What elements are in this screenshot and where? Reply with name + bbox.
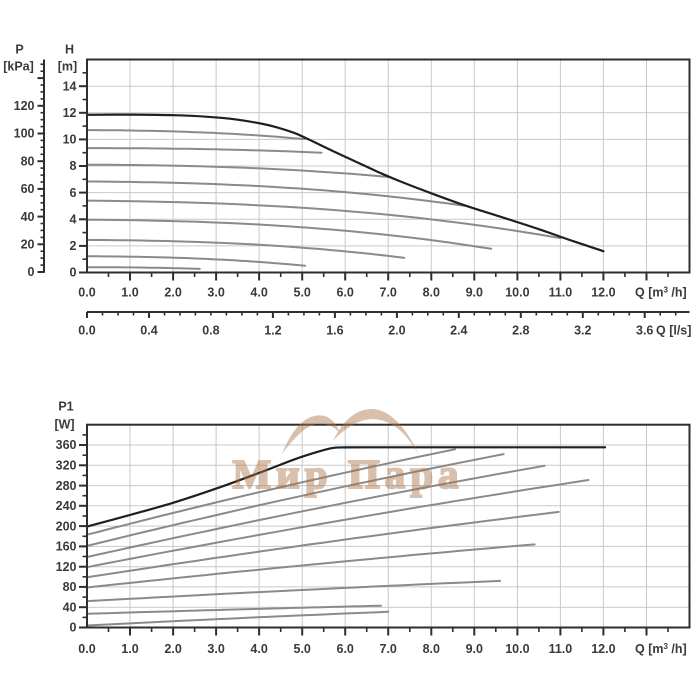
svg-text:1.0: 1.0 (121, 286, 138, 300)
svg-text:H: H (65, 43, 74, 57)
svg-text:1.6: 1.6 (326, 324, 343, 338)
svg-text:2.0: 2.0 (164, 642, 181, 656)
svg-text:14: 14 (63, 79, 77, 93)
svg-text:10: 10 (63, 133, 77, 147)
svg-text:1.2: 1.2 (264, 324, 281, 338)
svg-text:0: 0 (70, 621, 77, 635)
svg-text:20: 20 (21, 238, 35, 252)
svg-text:8.0: 8.0 (423, 642, 440, 656)
svg-text:12: 12 (63, 106, 77, 120)
svg-text:P: P (15, 43, 23, 57)
svg-text:80: 80 (63, 580, 77, 594)
svg-text:100: 100 (14, 127, 35, 141)
svg-text:3.0: 3.0 (207, 642, 224, 656)
svg-text:120: 120 (14, 99, 35, 113)
svg-text:0: 0 (28, 265, 35, 279)
svg-text:3.2: 3.2 (574, 324, 591, 338)
svg-text:4.0: 4.0 (250, 642, 267, 656)
svg-text:2.4: 2.4 (450, 324, 467, 338)
svg-text:6: 6 (70, 186, 77, 200)
svg-text:6.0: 6.0 (337, 286, 354, 300)
svg-text:2.0: 2.0 (388, 324, 405, 338)
svg-text:120: 120 (56, 560, 77, 574)
svg-text:Q [m3 /h]: Q [m3 /h] (635, 642, 687, 656)
svg-text:360: 360 (56, 438, 77, 452)
svg-text:Q [l/s]: Q [l/s] (656, 324, 691, 338)
svg-text:12.0: 12.0 (591, 286, 615, 300)
svg-text:9.0: 9.0 (466, 286, 483, 300)
svg-text:5.0: 5.0 (294, 642, 311, 656)
svg-text:3.0: 3.0 (207, 286, 224, 300)
svg-text:7.0: 7.0 (380, 286, 397, 300)
svg-text:2.8: 2.8 (512, 324, 529, 338)
svg-text:10.0: 10.0 (505, 642, 529, 656)
svg-text:4.0: 4.0 (250, 286, 267, 300)
svg-text:8.0: 8.0 (423, 286, 440, 300)
svg-text:60: 60 (21, 182, 35, 196)
svg-text:80: 80 (21, 154, 35, 168)
svg-text:Мир Пара: Мир Пара (232, 451, 463, 497)
svg-text:40: 40 (21, 210, 35, 224)
svg-text:P1: P1 (58, 400, 73, 414)
svg-text:160: 160 (56, 540, 77, 554)
svg-text:1.0: 1.0 (121, 642, 138, 656)
svg-text:[kPa]: [kPa] (3, 60, 34, 74)
svg-text:6.0: 6.0 (337, 642, 354, 656)
svg-text:12.0: 12.0 (591, 642, 615, 656)
svg-text:40: 40 (63, 600, 77, 614)
svg-text:0.0: 0.0 (78, 642, 95, 656)
svg-text:5.0: 5.0 (294, 286, 311, 300)
svg-text:4: 4 (70, 213, 77, 227)
svg-text:0: 0 (70, 266, 77, 280)
svg-text:10.0: 10.0 (505, 286, 529, 300)
svg-text:280: 280 (56, 479, 77, 493)
svg-text:3.6: 3.6 (636, 324, 653, 338)
svg-text:11.0: 11.0 (549, 642, 573, 656)
svg-text:7.0: 7.0 (380, 642, 397, 656)
svg-text:0.8: 0.8 (202, 324, 219, 338)
svg-text:0.0: 0.0 (78, 286, 95, 300)
svg-text:9.0: 9.0 (466, 642, 483, 656)
svg-text:11.0: 11.0 (549, 286, 573, 300)
svg-text:320: 320 (56, 459, 77, 473)
svg-text:Q [m3 /h]: Q [m3 /h] (635, 286, 687, 300)
svg-text:[m]: [m] (58, 60, 77, 74)
svg-text:8: 8 (70, 159, 77, 173)
svg-text:0.4: 0.4 (140, 324, 157, 338)
svg-text:240: 240 (56, 499, 77, 513)
svg-text:200: 200 (56, 519, 77, 533)
svg-text:0.0: 0.0 (78, 324, 95, 338)
svg-text:2.0: 2.0 (164, 286, 181, 300)
svg-text:2: 2 (70, 239, 77, 253)
svg-text:[W]: [W] (54, 418, 74, 432)
